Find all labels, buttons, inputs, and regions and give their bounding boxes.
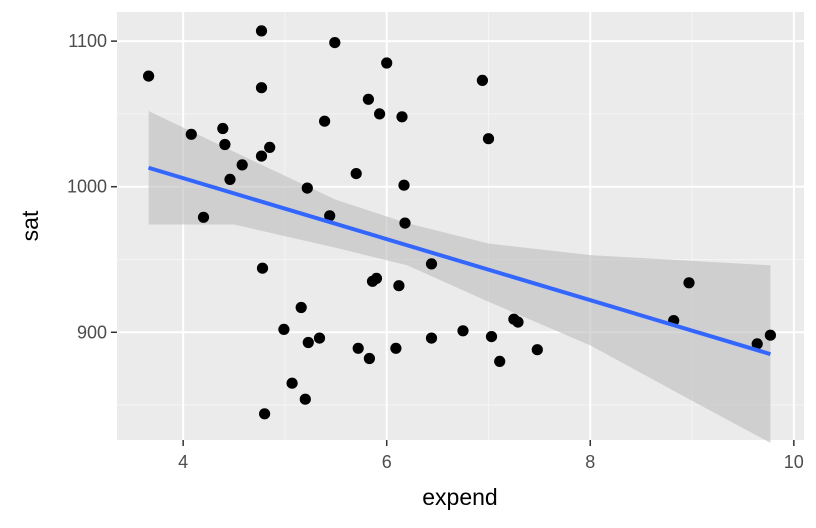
- data-point: [476, 74, 488, 86]
- data-point: [482, 133, 495, 145]
- data-point: [370, 272, 383, 284]
- y-axis: 900 1000 1100: [67, 31, 117, 342]
- data-point: [393, 280, 405, 292]
- data-points: [143, 25, 777, 420]
- x-axis: 4 6 8 10: [178, 440, 804, 472]
- data-point: [256, 262, 269, 274]
- x-axis-title: expend: [422, 484, 497, 510]
- data-point: [278, 323, 290, 335]
- data-point: [531, 344, 543, 356]
- data-point: [255, 82, 268, 94]
- data-point: [764, 329, 777, 341]
- data-point: [264, 141, 276, 153]
- data-point: [390, 342, 402, 354]
- data-point: [350, 168, 362, 180]
- confidence-ribbon: [148, 111, 771, 443]
- data-point: [374, 108, 386, 120]
- data-point: [302, 336, 314, 349]
- data-point: [683, 277, 695, 289]
- data-point: [381, 57, 393, 69]
- data-point: [457, 325, 469, 337]
- data-point: [185, 128, 197, 140]
- y-tick-label: 1000: [67, 177, 107, 197]
- data-point: [295, 301, 307, 314]
- data-point: [399, 217, 411, 229]
- regression-line: [147, 165, 771, 357]
- data-point: [255, 150, 268, 162]
- data-point: [219, 138, 231, 151]
- x-tick-label: 6: [382, 452, 392, 472]
- data-point: [398, 179, 410, 191]
- data-point: [485, 331, 498, 343]
- data-point: [329, 37, 341, 49]
- data-point: [324, 210, 336, 222]
- data-point: [319, 115, 331, 127]
- data-point: [143, 70, 155, 82]
- data-point: [363, 352, 375, 365]
- x-tick-label: 10: [784, 452, 804, 472]
- x-tick-label: 8: [585, 452, 595, 472]
- data-point: [286, 377, 298, 389]
- data-point: [224, 173, 236, 185]
- data-point: [425, 332, 438, 344]
- data-point: [299, 393, 311, 405]
- data-point: [396, 111, 408, 123]
- data-point: [425, 258, 438, 270]
- data-point: [259, 408, 271, 420]
- y-axis-title: sat: [17, 210, 43, 241]
- data-point: [352, 342, 364, 354]
- data-point: [313, 332, 326, 344]
- data-point: [197, 211, 210, 223]
- data-point: [301, 182, 313, 194]
- data-point: [512, 316, 524, 328]
- x-tick-label: 4: [178, 452, 188, 472]
- y-tick-label: 1100: [68, 31, 107, 51]
- data-point: [236, 159, 248, 171]
- data-point: [255, 25, 268, 37]
- y-tick-label: 900: [77, 322, 107, 342]
- data-point: [217, 122, 229, 135]
- data-point: [362, 93, 374, 105]
- data-point: [494, 355, 506, 367]
- data-point: [751, 338, 763, 350]
